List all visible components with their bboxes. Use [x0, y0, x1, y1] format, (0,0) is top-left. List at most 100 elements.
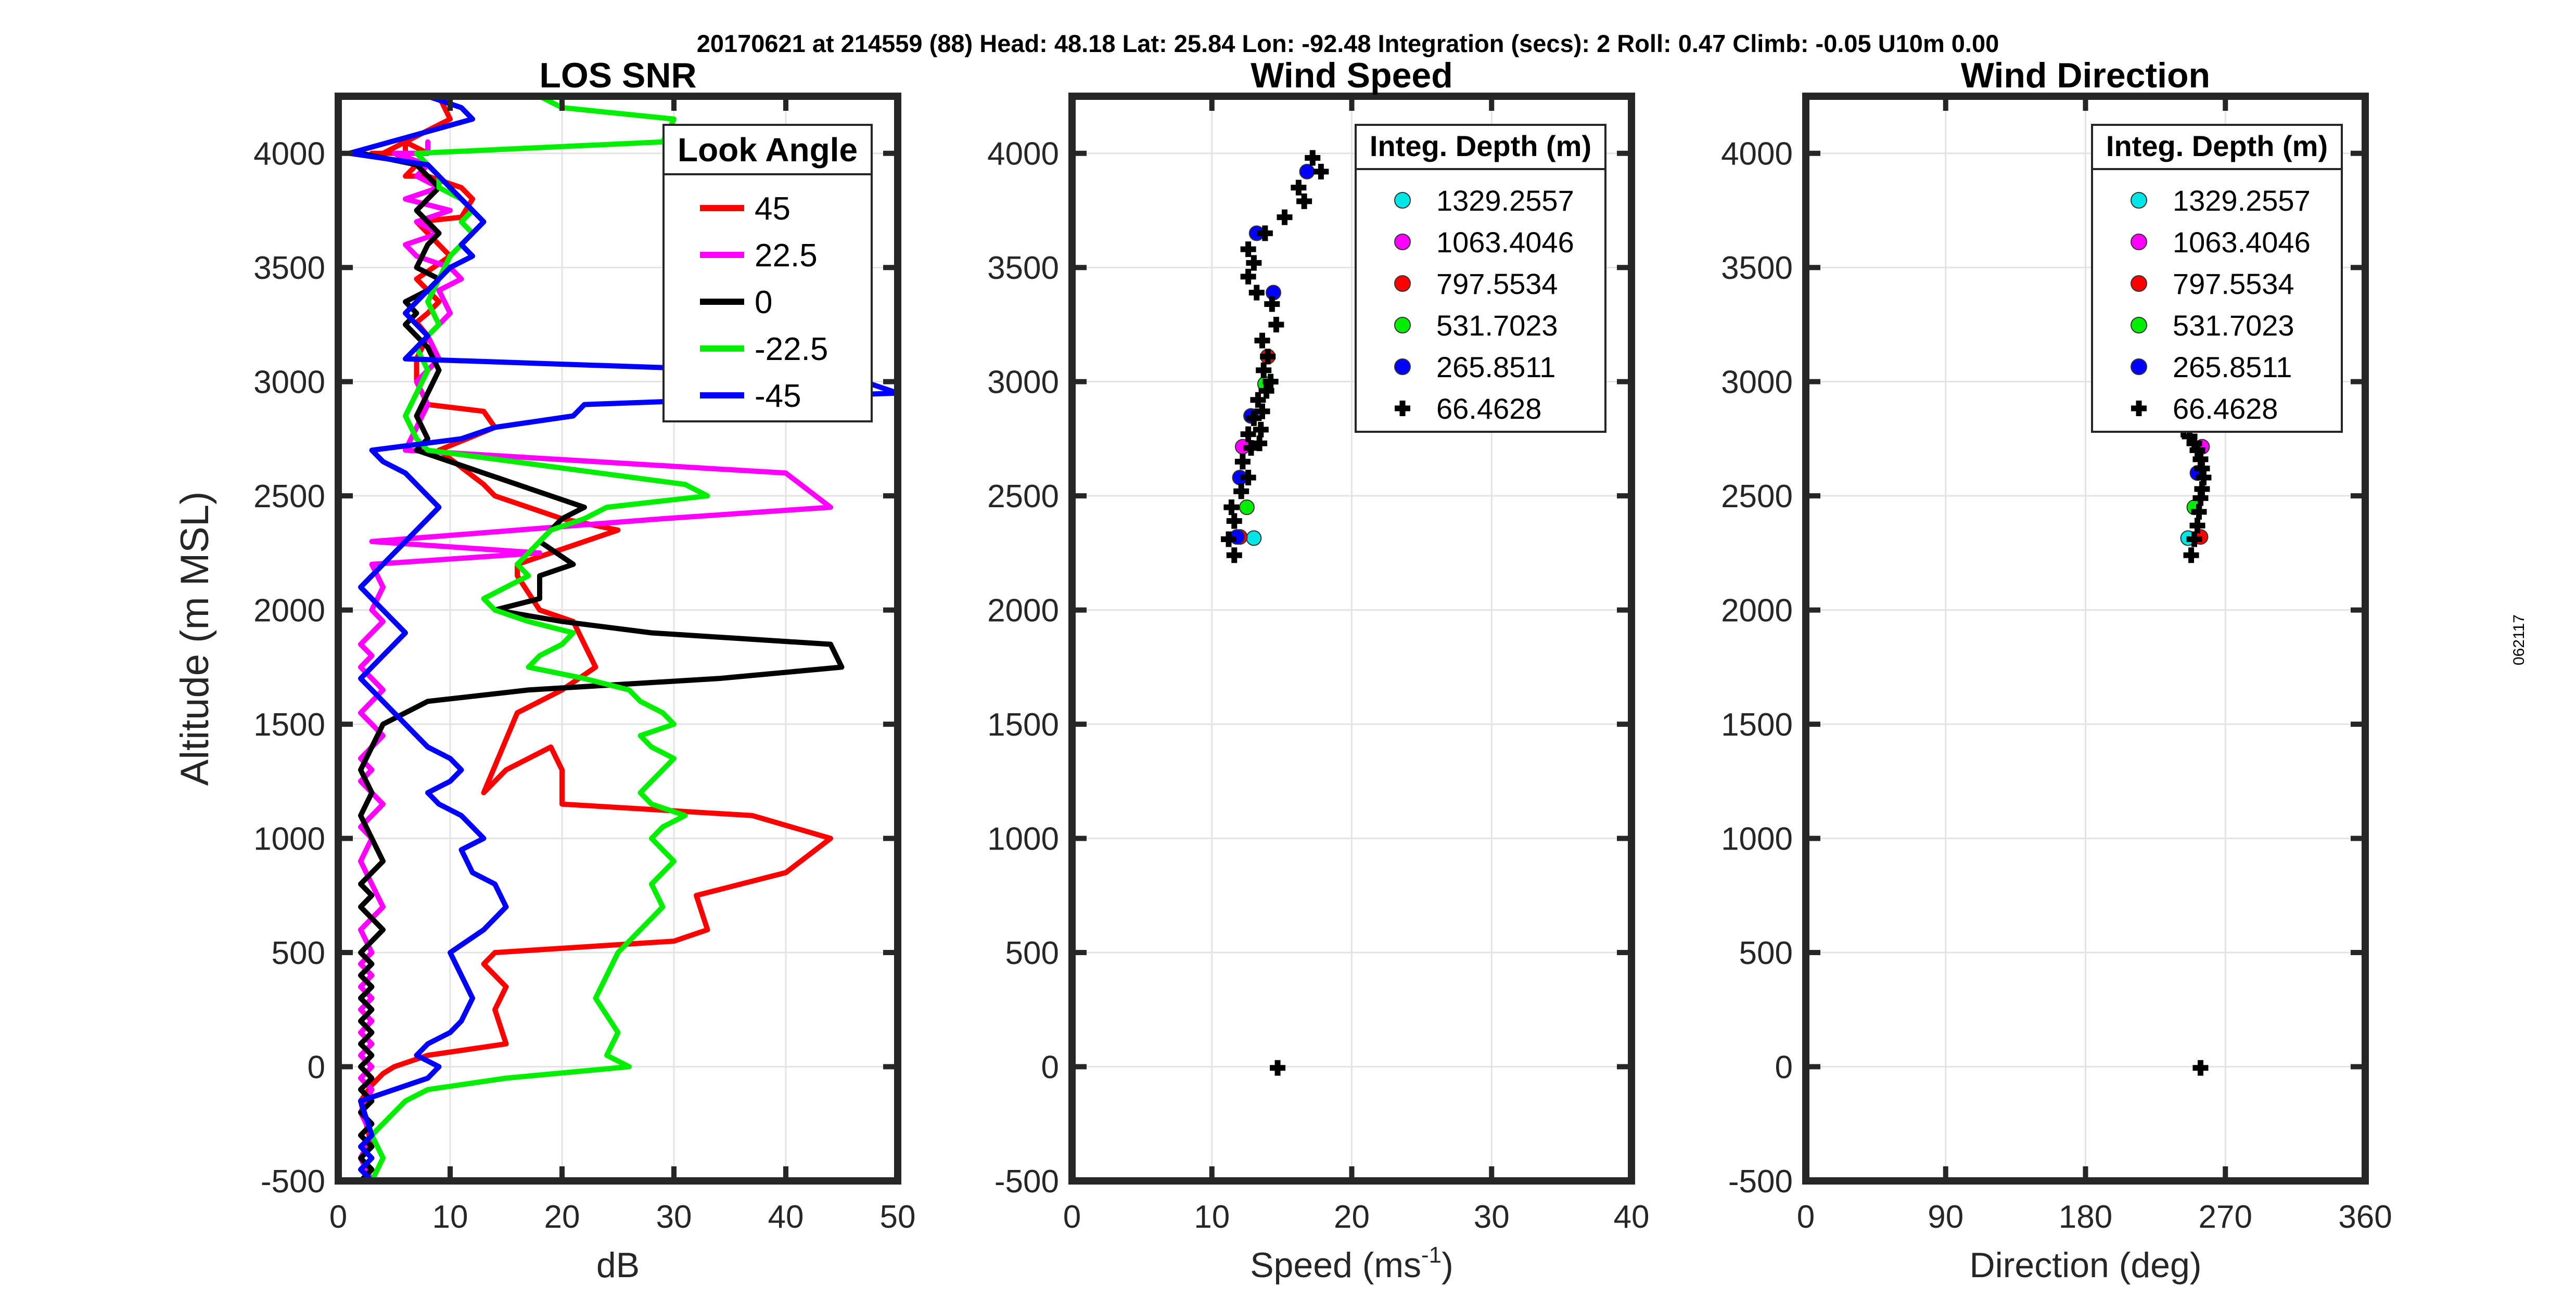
x-tick-label: 10 — [1194, 1199, 1230, 1235]
legend-label: 797.5534 — [2173, 267, 2294, 300]
point-66.4628 — [2189, 518, 2205, 534]
chart-panel-2: 0 10 20 30 40-500050010001500200025003000350… — [987, 56, 1649, 1285]
y-tick-label: 2500 — [253, 479, 325, 514]
legend-label: 0 — [755, 285, 772, 320]
legend-marker-265.8511 — [2131, 358, 2147, 375]
y-tick-label: 3000 — [253, 365, 325, 401]
point-66.4628 — [1240, 268, 1256, 285]
y-tick-label: 4000 — [1721, 136, 1793, 172]
series-line-0 — [358, 150, 845, 1181]
point-66.4628 — [1240, 241, 1256, 258]
y-tick-label: 2000 — [1721, 593, 1793, 629]
point-66.4628 — [1258, 383, 1274, 399]
legend-label: 1063.4046 — [1436, 226, 1574, 259]
point-66.4628 — [1296, 193, 1312, 209]
point-1329.2557 — [1246, 530, 1262, 546]
legend-label: 22.5 — [755, 238, 818, 274]
y-tick-label: 500 — [272, 935, 325, 971]
legend-label: 45 — [755, 191, 790, 227]
x-tick-label: 10 — [432, 1199, 468, 1235]
point-66.4628 — [1268, 316, 1284, 332]
point-66.4628 — [1243, 440, 1259, 456]
point-66.4628 — [1240, 470, 1256, 486]
point-66.4628 — [1254, 403, 1270, 419]
y-tick-label: 1000 — [987, 821, 1059, 857]
legend-marker-1329.2557 — [1394, 192, 1411, 209]
x-tick-label: 180 — [2059, 1199, 2112, 1235]
y-tick-label: 3500 — [987, 250, 1059, 286]
x-tick-label: 90 — [1928, 1199, 1963, 1235]
chart-title: Wind Speed — [1251, 56, 1453, 95]
legend-marker-1329.2557 — [2131, 192, 2147, 209]
point-66.4628 — [1226, 513, 1242, 529]
y-tick-label: 2000 — [987, 593, 1059, 629]
point-66.4628 — [1233, 483, 1249, 499]
y-tick-label: 0 — [1041, 1050, 1059, 1086]
point-66.4628 — [1277, 209, 1293, 225]
legend-marker-797.5534 — [1394, 275, 1411, 292]
point-66.4628 — [1221, 531, 1236, 547]
point-66.4628 — [1252, 435, 1268, 452]
y-tick-label: -500 — [1728, 1164, 1793, 1200]
legend-title: Integ. Depth (m) — [1370, 130, 1591, 162]
x-axis-label: Direction (deg) — [1970, 1245, 2202, 1285]
legend-marker-797.5534 — [2131, 275, 2147, 292]
point-66.4628 — [2183, 547, 2199, 563]
header-text: 20170621 at 214559 (88) Head: 48.18 Lat:… — [697, 30, 1999, 57]
legend-marker-66.4628 — [1395, 401, 1410, 416]
point-66.4628 — [1313, 163, 1329, 179]
point-66.4628 — [2191, 504, 2207, 520]
chart-title: Wind Direction — [1961, 56, 2210, 95]
x-tick-label: 40 — [1614, 1199, 1650, 1235]
y-tick-label: 500 — [1005, 935, 1059, 971]
legend-marker-265.8511 — [1394, 358, 1411, 375]
legend-title: Look Angle — [678, 131, 858, 169]
legend-marker-1063.4046 — [2131, 234, 2147, 250]
y-tick-label: 4000 — [253, 136, 325, 172]
point-531.7023 — [1239, 499, 1255, 516]
y-tick-label: 3500 — [253, 250, 325, 286]
point-66.4628 — [1256, 362, 1272, 378]
x-tick-label: 270 — [2199, 1199, 2252, 1235]
chart-title: LOS SNR — [539, 56, 696, 95]
x-tick-label: 20 — [1334, 1199, 1370, 1235]
x-tick-label: 360 — [2338, 1199, 2392, 1235]
x-axis-label-end: ) — [1442, 1245, 1453, 1285]
y-tick-label: 1000 — [253, 821, 325, 857]
y-tick-label: 3000 — [987, 365, 1059, 401]
point-66.4628 — [1223, 499, 1240, 516]
legend-marker-66.4628 — [2131, 401, 2147, 416]
point-66.4628 — [2192, 451, 2209, 467]
chart-panel-3: 0 90 180 270 360-500050010001500200025003000… — [1721, 56, 2392, 1285]
point-66.4628 — [2192, 1060, 2209, 1076]
y-tick-label: -500 — [994, 1164, 1059, 1200]
point-66.4628 — [1263, 374, 1279, 390]
point-66.4628 — [1254, 332, 1270, 349]
legend-marker-531.7023 — [1394, 317, 1411, 333]
point-66.4628 — [1253, 421, 1269, 438]
legend: Integ. Depth (m) 1329.2557 1063.4046 797.55… — [1355, 124, 1606, 433]
point-265.8511 — [1299, 163, 1315, 179]
x-tick-label: 0 — [1797, 1199, 1815, 1235]
x-tick-label: 0 — [329, 1199, 347, 1235]
point-66.4628 — [1250, 392, 1266, 408]
plot-area — [347, 96, 898, 1181]
plot-area — [1221, 150, 1329, 1076]
y-tick-label: 4000 — [987, 136, 1059, 172]
legend-label: 531.7023 — [2173, 309, 2294, 342]
y-axis-label: Altitude (m MSL) — [173, 492, 217, 786]
x-tick-label: 30 — [1474, 1199, 1510, 1235]
y-tick-label: 1500 — [1721, 707, 1793, 743]
legend-label: 265.8511 — [2173, 351, 2292, 383]
y-tick-label: 2500 — [1721, 479, 1793, 514]
point-66.4628 — [1234, 454, 1251, 470]
point-66.4628 — [1226, 547, 1242, 563]
legend-marker-531.7023 — [2131, 317, 2147, 333]
y-tick-label: 0 — [308, 1050, 325, 1086]
y-tick-label: 2500 — [987, 479, 1059, 514]
y-tick-label: 3000 — [1721, 365, 1793, 401]
legend-marker-1063.4046 — [1394, 234, 1411, 250]
y-tick-label: 2000 — [253, 593, 325, 629]
legend-label: 1063.4046 — [2173, 226, 2311, 259]
